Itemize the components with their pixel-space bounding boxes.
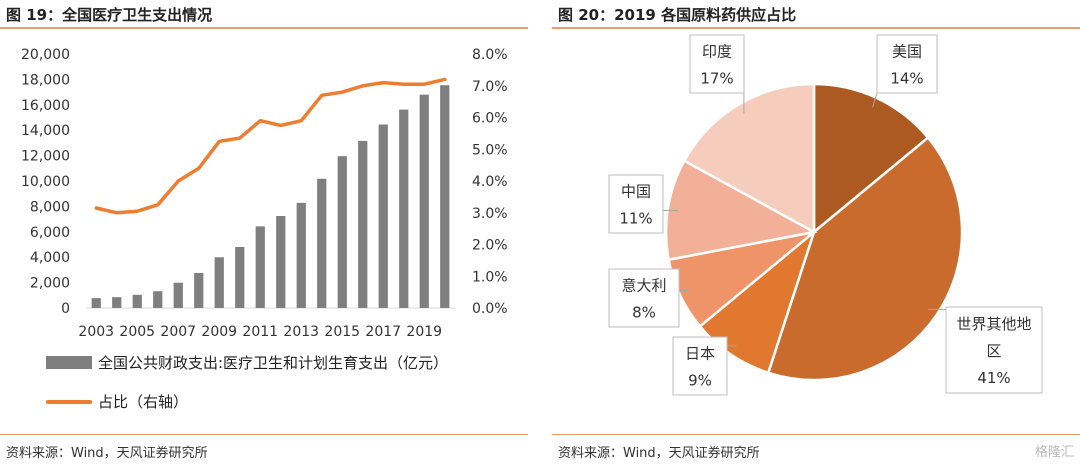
x-tick-label: 2015 — [324, 324, 360, 340]
bar-2011 — [255, 226, 265, 308]
x-tick-label: 2019 — [406, 324, 442, 340]
pie-category-label: 中国 — [621, 183, 651, 201]
y-right-tick-label: 8.0% — [472, 47, 508, 63]
pie-value-label: 11% — [619, 210, 652, 228]
bar-2012 — [276, 215, 286, 308]
left-source-note: 资料来源：Wind，天风证券研究所 — [6, 446, 208, 461]
x-tick-label: 2003 — [78, 324, 114, 340]
bar-2003 — [91, 298, 101, 308]
y-left-tick-label: 2,000 — [30, 276, 70, 292]
left-title-rule — [0, 27, 528, 29]
right-chart-title: 图 20：2019 各国原料药供应占比 — [558, 6, 797, 24]
pie-slice-日本 — [698, 228, 817, 375]
legend-item-line: 占比（右轴） — [46, 391, 188, 412]
pie-label-box — [689, 34, 745, 94]
pie-value-label: 17% — [700, 70, 733, 88]
y-right-tick-label: 0.0% — [472, 301, 508, 317]
x-tick-label: 2011 — [242, 324, 278, 340]
legend-swatch-bars — [46, 356, 92, 369]
left-chart-title: 图 19：全国医疗卫生支出情况 — [6, 6, 213, 24]
pie-leader-line — [872, 92, 878, 108]
bar-2013 — [296, 202, 306, 308]
left-source-rule — [0, 434, 528, 435]
y-right-tick-label: 4.0% — [472, 174, 508, 190]
y-right-tick-label: 5.0% — [472, 142, 508, 158]
legend-label-line: 占比（右轴） — [98, 393, 189, 411]
y-left-tick-label: 0 — [61, 301, 70, 317]
right-title-rule — [552, 27, 1080, 29]
bar-2020 — [440, 85, 450, 308]
pie-label-box — [876, 34, 938, 94]
pie-slice-印度 — [682, 82, 816, 235]
y-left-tick-label: 6,000 — [30, 225, 70, 241]
pie-category-label: 美国 — [892, 43, 922, 61]
legend-label-bars: 全国公共财政支出:医疗卫生和计划生育支出（亿元） — [98, 354, 449, 372]
right-chart-panel: 图 20：2019 各国原料药供应占比 美国 14% 世界其他地区 41% 日本 9% 意大… — [552, 0, 1080, 464]
y-left-tick-label: 10,000 — [21, 174, 70, 190]
bar-2014 — [317, 178, 327, 308]
bar-2005 — [132, 294, 142, 308]
y-right-tick-label: 6.0% — [472, 111, 508, 127]
y-left-tick-label: 4,000 — [30, 250, 70, 266]
pie-slice-美国 — [812, 82, 930, 235]
right-source-rule — [552, 434, 1080, 435]
bar-2010 — [235, 246, 245, 308]
y-left-tick-label: 12,000 — [21, 149, 70, 165]
pie-label-box — [608, 174, 664, 234]
series-line-share — [94, 77, 447, 215]
pie-value-label: 8% — [632, 304, 656, 322]
x-tick-label: 2007 — [160, 324, 196, 340]
y-left-tick-label: 18,000 — [21, 72, 70, 88]
y-right-tick-label: 2.0% — [472, 238, 508, 254]
bar-2015 — [337, 156, 347, 308]
right-source-note: 资料来源：Wind，天风证券研究所 — [558, 446, 760, 461]
pie-label-box — [672, 336, 728, 396]
bar-2017 — [378, 124, 388, 309]
pie-category-label: 意大利 — [621, 277, 666, 295]
bar-line-chart: 0 2,000 4,000 6,000 8,000 10,000 12,000 14,000 1… — [21, 47, 508, 340]
bar-2008 — [194, 272, 204, 308]
y-left-tick-label: 14,000 — [21, 123, 70, 139]
bar-2009 — [214, 257, 224, 308]
y-left-tick-label: 16,000 — [21, 98, 70, 114]
bar-2004 — [112, 297, 122, 308]
pie-slice-中国 — [664, 159, 818, 262]
y-right-tick-label: 3.0% — [472, 206, 508, 222]
bar-2007 — [173, 282, 183, 308]
pie-category-label: 印度 — [702, 43, 732, 61]
pie-category-label: 区 — [986, 342, 1001, 360]
x-tick-label: 2005 — [119, 324, 155, 340]
pie-value-label: 41% — [977, 369, 1010, 387]
pie-value-label: 9% — [688, 372, 712, 390]
x-tick-label: 2013 — [283, 324, 319, 340]
pie-label-box — [608, 268, 680, 328]
legend-item-bars: 全国公共财政支出:医疗卫生和计划生育支出（亿元） — [46, 352, 448, 373]
y-left-tick-label: 8,000 — [30, 199, 70, 215]
bar-2006 — [153, 291, 163, 308]
y-right-tick-label: 1.0% — [472, 269, 508, 285]
bar-2018 — [399, 109, 409, 309]
pie-value-label: 14% — [890, 70, 923, 88]
bar-2016 — [358, 140, 368, 308]
pie-slice-世界其他地区 — [766, 135, 964, 382]
pie-label-box — [945, 306, 1043, 394]
pie-category-label: 日本 — [685, 345, 715, 363]
watermark-text: 格隆汇 — [1034, 445, 1074, 460]
x-tick-label: 2009 — [201, 324, 237, 340]
left-chart-panel: 图 19：全国医疗卫生支出情况 0 2,000 4,000 6,000 8,000 10,… — [0, 0, 528, 464]
bar-2019 — [419, 94, 429, 308]
y-right-tick-label: 7.0% — [472, 79, 508, 95]
x-tick-label: 2017 — [365, 324, 401, 340]
pie-category-label: 世界其他地 — [956, 315, 1031, 333]
legend-swatch-line — [46, 399, 92, 404]
y-left-tick-label: 20,000 — [21, 47, 70, 63]
